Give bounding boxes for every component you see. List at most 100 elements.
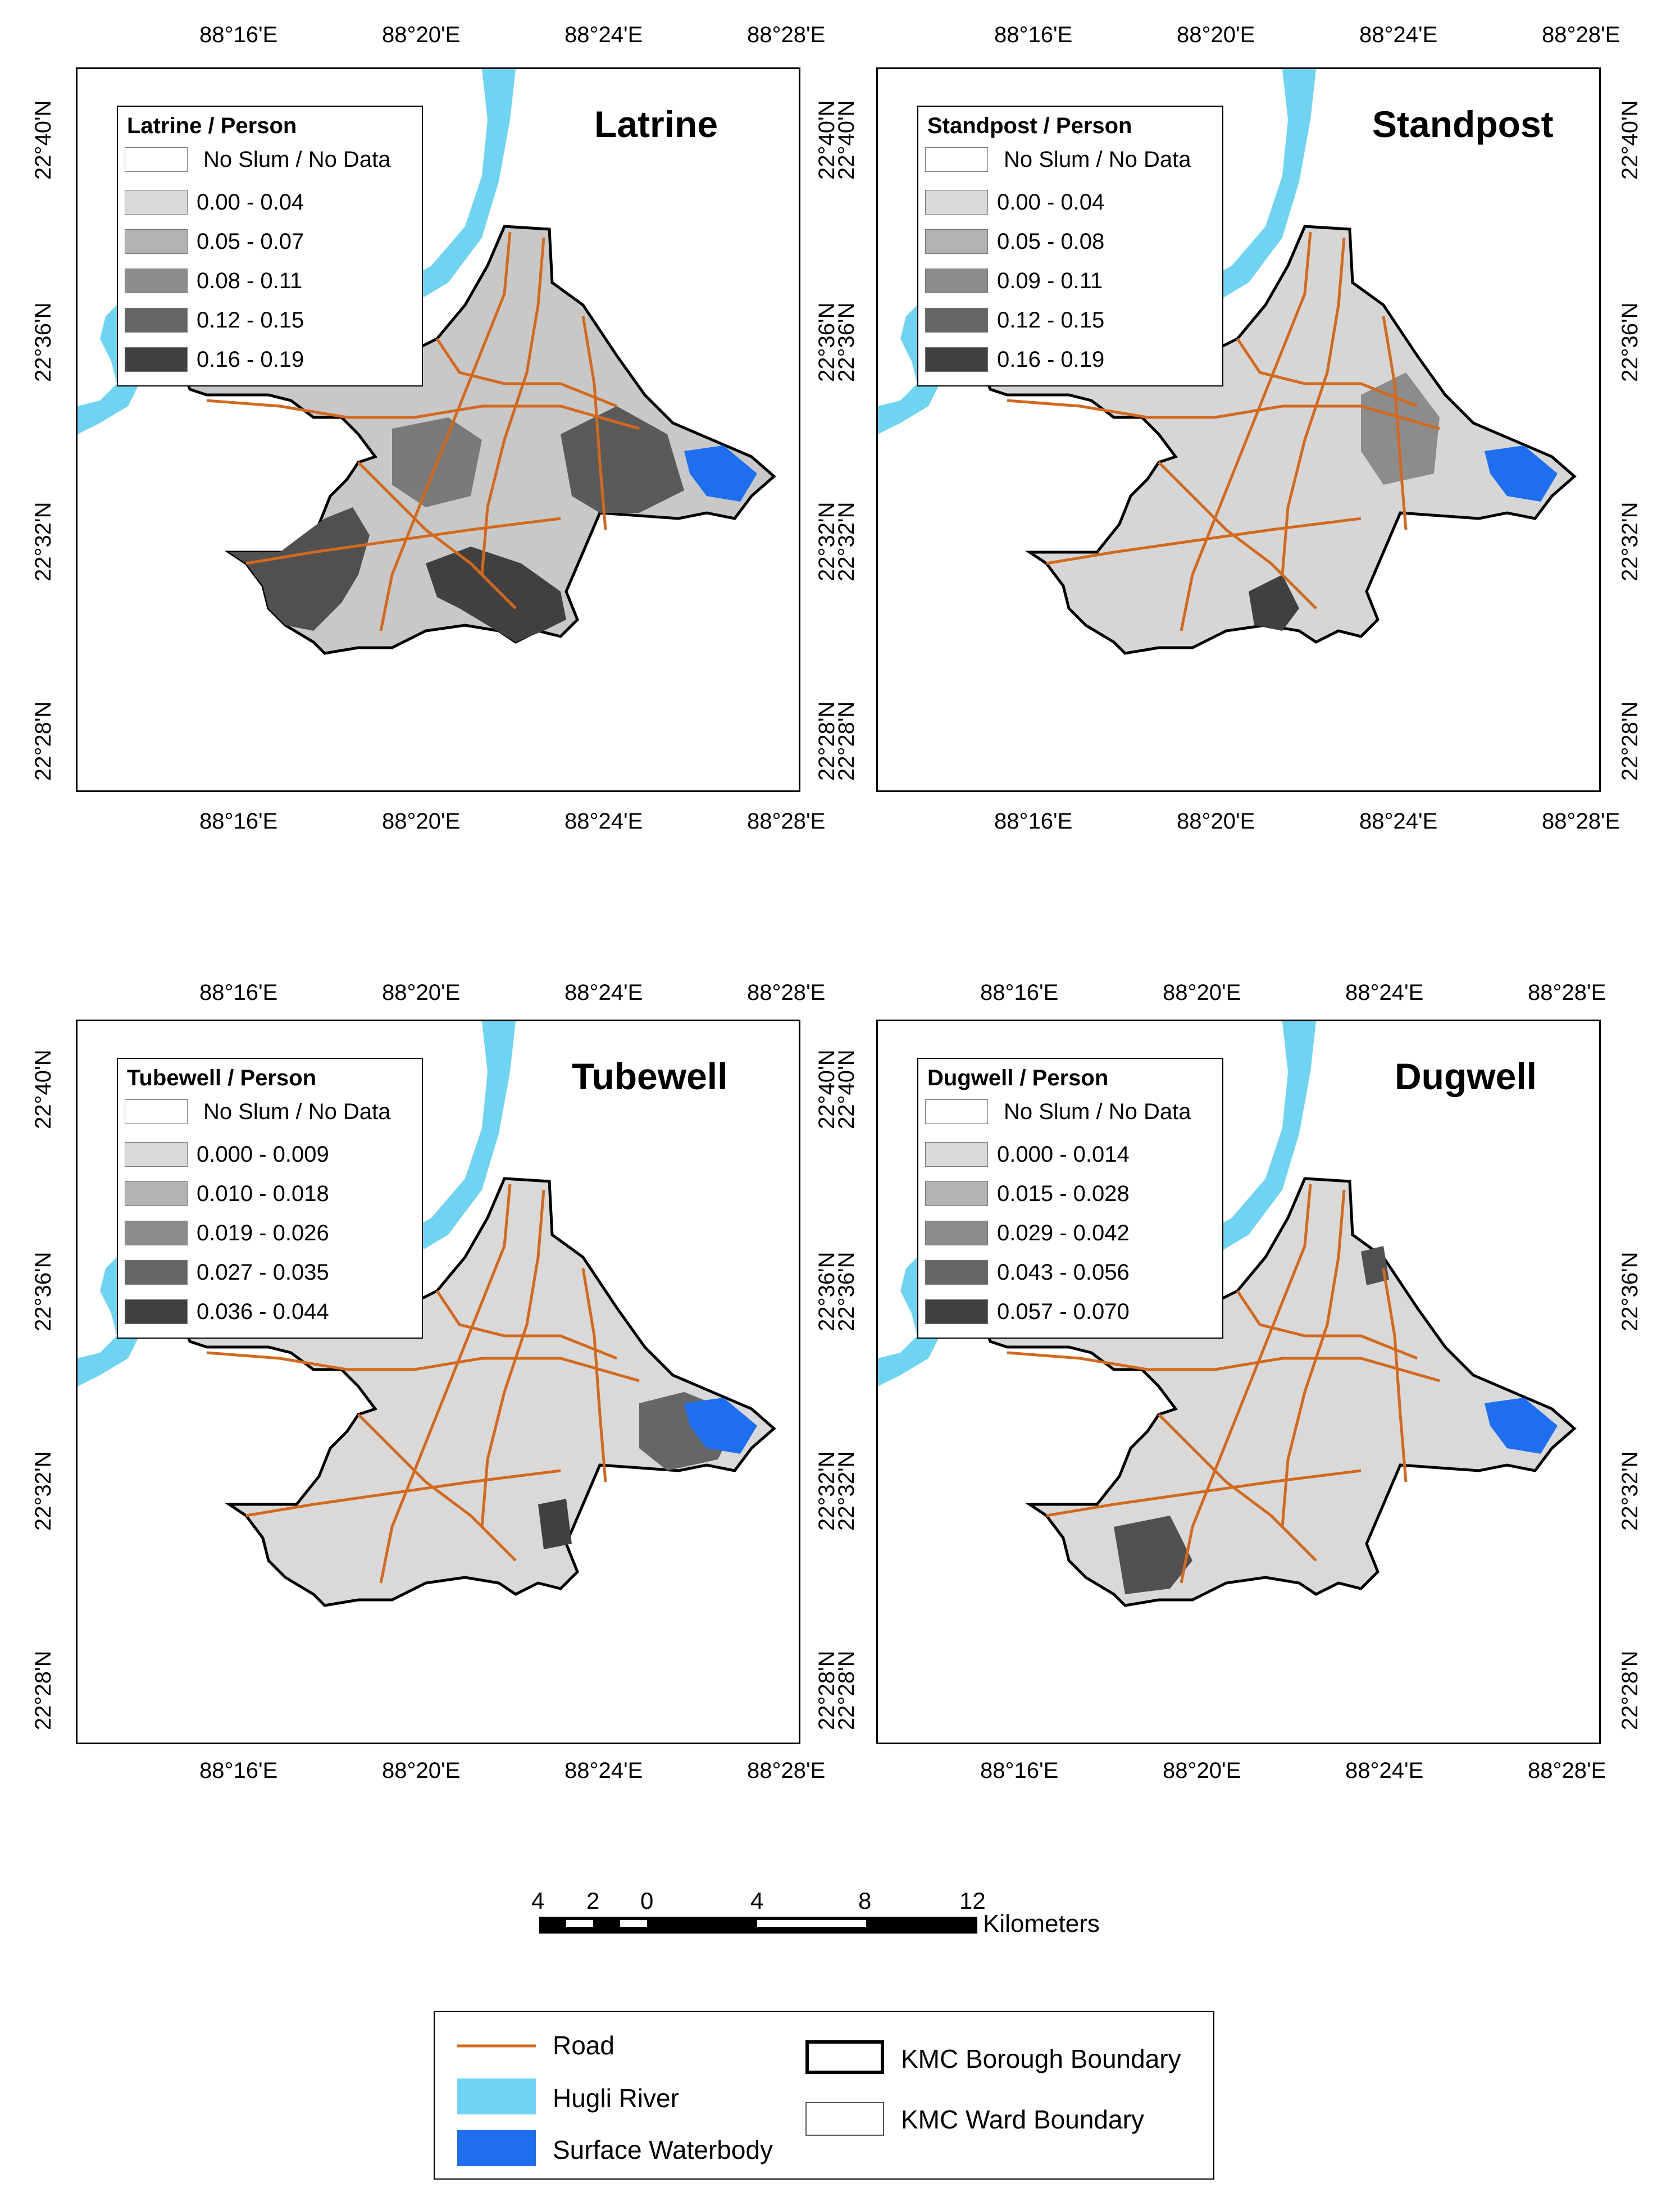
map2-xtick-bottom-1: 88°16'E [994, 809, 1073, 834]
shade-south [426, 547, 566, 642]
legend-label: 0.019 - 0.026 [197, 1221, 329, 1245]
map3-xtick-top-1: 88°16'E [199, 980, 278, 1005]
map1-xtick-top-4: 88°28'E [747, 22, 826, 47]
map-dugwell[interactable]: Dugwell Dugwell / Person No Slum / No Da… [876, 1020, 1601, 1744]
map1-xtick-top-2: 88°20'E [382, 22, 461, 47]
map2-ytick-right-2: 22°36'N [1618, 302, 1642, 382]
map3-ytick-left-1: 22°40'N [31, 1049, 56, 1129]
map-tubewell-canvas [78, 1021, 776, 1607]
map4-xtick-bottom-3: 88°24'E [1345, 1758, 1424, 1783]
scale-tick: 4 [750, 1887, 764, 1914]
legend-label: 0.00 - 0.04 [997, 190, 1105, 215]
scale-bar-graphic [539, 1917, 977, 1934]
map1-ytick-left-2: 22°36'N [31, 302, 56, 382]
map4-xtick-bottom-4: 88°28'E [1528, 1758, 1606, 1783]
legend-swatch [925, 308, 988, 333]
legend-swatch [925, 1099, 988, 1124]
map4-ytick-left-3: 22°32'N [834, 1451, 859, 1531]
shade-east [1361, 372, 1440, 485]
legend-swatch [925, 269, 988, 293]
waterbody-swatch-icon [457, 2130, 536, 2166]
map1-xtick-bottom-3: 88°24'E [564, 809, 643, 834]
map-legend: Tubewell / Person No Slum / No Data 0.00… [117, 1058, 423, 1339]
legend-river-label: Hugli River [553, 2084, 679, 2113]
legend-label: 0.05 - 0.07 [197, 229, 304, 254]
hugli-river [878, 69, 1316, 434]
map2-xtick-top-1: 88°16'E [994, 22, 1073, 47]
legend-swatch [925, 1181, 988, 1206]
map4-xtick-top-4: 88°28'E [1528, 980, 1606, 1005]
scale-tick: 4 [531, 1887, 545, 1914]
legend-swatch [125, 190, 188, 215]
map2-ytick-right-4: 22°28'N [1618, 701, 1642, 781]
legend-road-label: Road [553, 2031, 614, 2060]
map1-xtick-bottom-4: 88°28'E [747, 809, 826, 834]
legend-swatch [925, 1299, 988, 1324]
legend-label: 0.057 - 0.070 [997, 1299, 1130, 1324]
map2-xtick-top-2: 88°20'E [1177, 22, 1255, 47]
legend-label: No Slum / No Data [203, 1099, 391, 1124]
legend-label: 0.000 - 0.014 [997, 1142, 1130, 1167]
shade-south [538, 1499, 572, 1549]
legend-swatch [925, 190, 988, 215]
legend-swatch [125, 1221, 188, 1245]
map3-xtick-top-4: 88°28'E [747, 980, 826, 1005]
waterbody-east [684, 445, 757, 502]
map4-xtick-top-2: 88°20'E [1163, 980, 1241, 1005]
legend-waterbody-label: Surface Waterbody [553, 2135, 773, 2164]
waterbody-east [1485, 1398, 1558, 1454]
map2-ytick-right-3: 22°32'N [1618, 502, 1642, 581]
map2-ytick-left-3: 22°32'N [834, 502, 859, 581]
map3-xtick-top-3: 88°24'E [564, 980, 643, 1005]
map3-xtick-bottom-1: 88°16'E [199, 1758, 278, 1783]
map1-xtick-bottom-2: 88°20'E [382, 809, 461, 834]
map-latrine[interactable]: Latrine Latrine / Person No Slum / No Da… [76, 67, 800, 792]
legend-swatch [125, 1181, 188, 1206]
hugli-river [78, 69, 516, 434]
scale-unit: Kilometers [983, 1910, 1100, 1937]
shade-south [1249, 575, 1299, 631]
legend-label: 0.015 - 0.028 [997, 1181, 1130, 1206]
map2-ytick-right-1: 22°40'N [1618, 100, 1642, 180]
map2-xtick-bottom-2: 88°20'E [1177, 809, 1255, 834]
legend-swatch [125, 1260, 188, 1285]
map1-xtick-bottom-1: 88°16'E [199, 809, 278, 834]
map-standpost[interactable]: Standpost Standpost / Person No Slum / N… [876, 67, 1601, 792]
legend-swatch [125, 1099, 188, 1124]
legend-title: Standpost / Person [927, 113, 1132, 138]
waterbody-east [684, 1398, 757, 1454]
map-dugwell-canvas [878, 1021, 1577, 1607]
scale-tick: 8 [858, 1887, 872, 1914]
roads [1007, 1184, 1440, 1584]
overall-legend: Road Hugli River Surface Waterbody KMC B… [434, 2011, 1214, 2180]
scale-bar: 4 2 0 4 8 12 Kilometers [531, 1887, 1157, 1955]
map1-ytick-left-1: 22°40'N [31, 100, 56, 180]
map2-xtick-bottom-4: 88°28'E [1542, 809, 1620, 834]
legend-label: 0.08 - 0.11 [197, 269, 303, 293]
map2-xtick-top-4: 88°28'E [1542, 22, 1620, 47]
map2-xtick-top-3: 88°24'E [1359, 22, 1438, 47]
legend-label: 0.036 - 0.044 [197, 1299, 329, 1324]
legend-label: 0.12 - 0.15 [997, 308, 1105, 333]
legend-swatch [125, 1299, 188, 1324]
legend-title: Latrine / Person [127, 113, 297, 138]
map3-ytick-left-4: 22°28'N [31, 1650, 56, 1730]
map1-ytick-left-4: 22°28'N [31, 701, 56, 781]
map-title: Latrine [594, 103, 718, 145]
shade-south-west [1114, 1516, 1192, 1594]
shade-south-west [229, 507, 370, 631]
legend-label: 0.043 - 0.056 [997, 1260, 1130, 1285]
map4-ytick-right-3: 22°28'N [1618, 1650, 1642, 1730]
legend-label: 0.000 - 0.009 [197, 1142, 329, 1167]
map-legend: Dugwell / Person No Slum / No Data 0.000… [917, 1058, 1223, 1339]
legend-label: 0.029 - 0.042 [997, 1221, 1130, 1245]
map1-xtick-top-1: 88°16'E [199, 22, 278, 47]
legend-swatch [125, 147, 188, 172]
legend-swatch [125, 308, 188, 333]
map-tubewell[interactable]: Tubewell Tubewell / Person No Slum / No … [76, 1020, 800, 1744]
map4-ytick-left-1: 22°40'N [834, 1049, 859, 1129]
scale-tick: 2 [586, 1887, 600, 1914]
map4-xtick-top-3: 88°24'E [1345, 980, 1424, 1005]
legend-title: Tubewell / Person [127, 1066, 317, 1090]
legend-swatch [925, 1221, 988, 1245]
